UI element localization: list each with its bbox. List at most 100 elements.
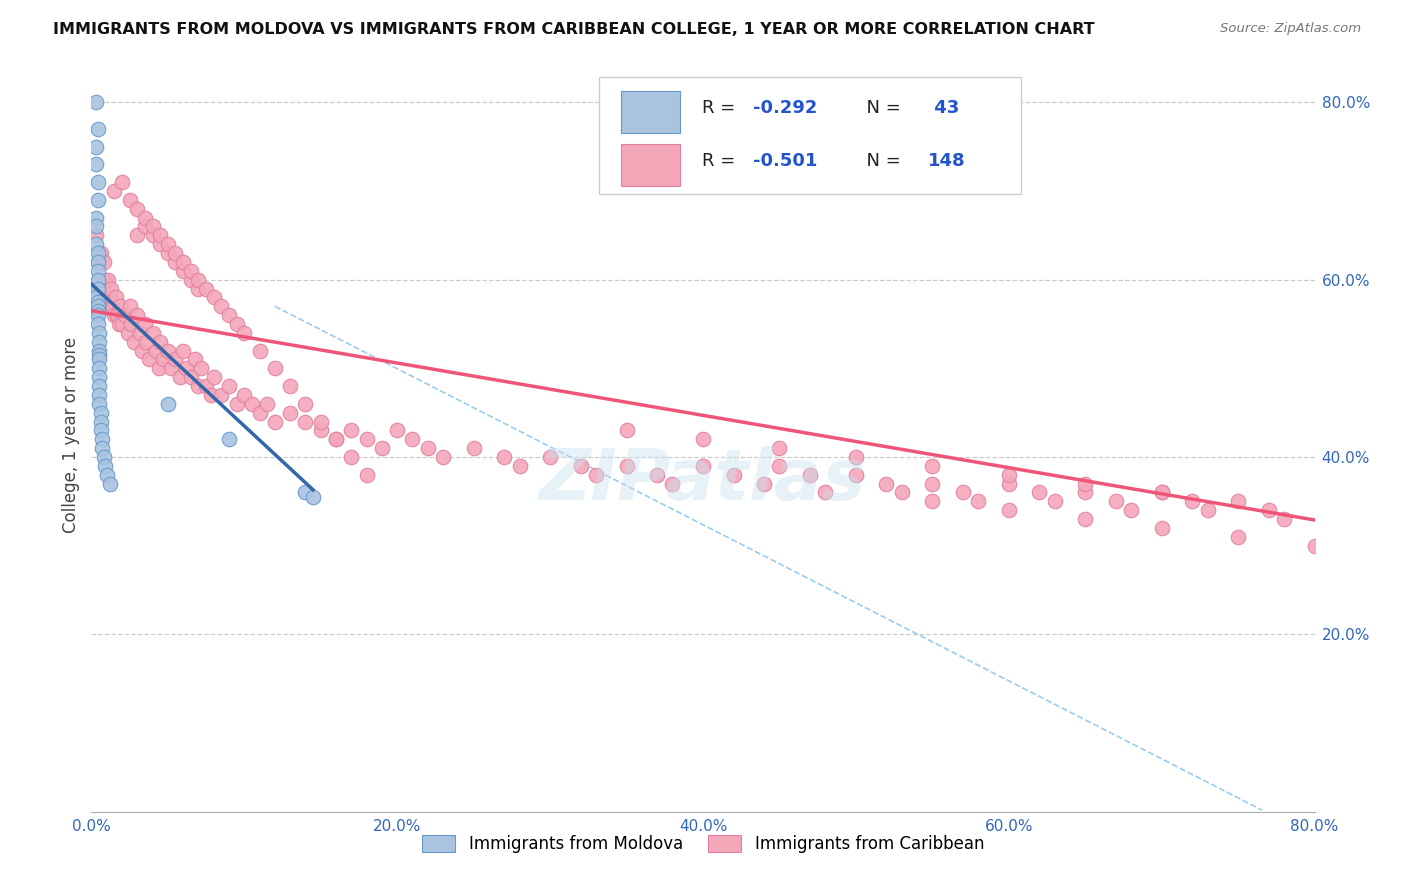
Point xyxy=(401,432,423,446)
Point xyxy=(890,485,912,500)
Point xyxy=(340,450,363,464)
Point xyxy=(616,458,638,473)
Point xyxy=(1150,485,1173,500)
Point xyxy=(754,476,776,491)
Point xyxy=(156,237,179,252)
Text: N =: N = xyxy=(855,153,907,170)
Point xyxy=(111,175,134,189)
Point xyxy=(103,308,125,322)
Point xyxy=(294,397,316,411)
Point xyxy=(249,343,271,358)
Point xyxy=(94,458,117,473)
Point xyxy=(98,290,121,304)
Point xyxy=(233,326,256,340)
Legend: Immigrants from Moldova, Immigrants from Caribbean: Immigrants from Moldova, Immigrants from… xyxy=(415,829,991,860)
Point xyxy=(1074,512,1097,526)
Point xyxy=(90,246,112,260)
Point xyxy=(100,281,122,295)
Point xyxy=(91,432,114,446)
FancyBboxPatch shape xyxy=(599,77,1021,194)
Point xyxy=(509,458,531,473)
Point xyxy=(814,485,837,500)
Point xyxy=(875,476,898,491)
Point xyxy=(692,432,714,446)
Point xyxy=(187,273,209,287)
Point xyxy=(84,95,107,110)
Point xyxy=(86,246,108,260)
Text: -0.501: -0.501 xyxy=(754,153,817,170)
Y-axis label: College, 1 year or more: College, 1 year or more xyxy=(62,337,80,533)
Point xyxy=(87,343,110,358)
Point xyxy=(692,458,714,473)
Point xyxy=(240,397,263,411)
Point xyxy=(616,424,638,438)
Point xyxy=(87,273,110,287)
Point xyxy=(90,415,112,429)
Point xyxy=(1028,485,1050,500)
Point xyxy=(1074,476,1097,491)
Point xyxy=(86,294,108,309)
Point xyxy=(122,334,145,349)
Point xyxy=(768,441,790,455)
Point xyxy=(1272,512,1295,526)
Point xyxy=(233,388,256,402)
Point xyxy=(86,281,108,295)
Text: 43: 43 xyxy=(928,100,959,118)
Point xyxy=(90,406,112,420)
Point xyxy=(117,326,139,340)
Point xyxy=(184,352,207,367)
Point xyxy=(84,237,107,252)
Point xyxy=(187,379,209,393)
Point xyxy=(84,157,107,171)
Point xyxy=(494,450,516,464)
Point xyxy=(1043,494,1066,508)
Point xyxy=(93,450,115,464)
Point xyxy=(921,494,943,508)
Point xyxy=(86,255,108,269)
Point xyxy=(302,490,325,504)
Point xyxy=(195,281,218,295)
Point xyxy=(172,343,194,358)
Point xyxy=(169,370,191,384)
Point xyxy=(1181,494,1204,508)
Point xyxy=(86,299,108,313)
Point xyxy=(309,424,332,438)
Point xyxy=(225,317,247,331)
Point xyxy=(209,299,232,313)
Point xyxy=(1150,521,1173,535)
Point xyxy=(149,237,172,252)
Point xyxy=(218,432,240,446)
Bar xyxy=(621,145,679,186)
Point xyxy=(87,352,110,367)
Point xyxy=(156,343,179,358)
Point xyxy=(101,299,124,313)
Point xyxy=(356,467,378,482)
Point xyxy=(202,370,225,384)
Point xyxy=(180,264,202,278)
Text: ZIPatlas: ZIPatlas xyxy=(540,446,866,515)
Point xyxy=(432,450,454,464)
Point xyxy=(98,476,121,491)
Point xyxy=(87,388,110,402)
Point xyxy=(149,228,172,243)
Point xyxy=(165,246,187,260)
Point xyxy=(127,202,149,216)
Point xyxy=(218,308,240,322)
Point xyxy=(156,246,179,260)
Point xyxy=(114,308,136,322)
Point xyxy=(141,219,163,234)
Point xyxy=(91,441,114,455)
Point xyxy=(105,308,128,322)
Point xyxy=(87,334,110,349)
Point xyxy=(325,432,347,446)
Text: -0.292: -0.292 xyxy=(754,100,817,118)
Point xyxy=(118,299,141,313)
Point xyxy=(87,370,110,384)
Point xyxy=(998,476,1021,491)
Point xyxy=(1227,530,1250,544)
Point xyxy=(135,334,157,349)
Point xyxy=(103,184,125,198)
Text: N =: N = xyxy=(855,100,907,118)
Point xyxy=(86,273,108,287)
Point xyxy=(86,317,108,331)
